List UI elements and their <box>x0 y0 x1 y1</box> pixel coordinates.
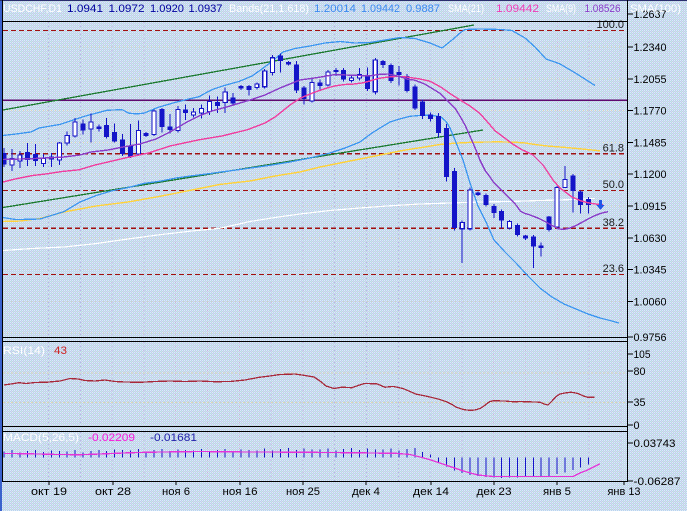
svg-text:MACD(5,26,5): MACD(5,26,5) <box>3 432 79 444</box>
svg-text:50.0: 50.0 <box>603 179 624 191</box>
svg-text:105: 105 <box>634 349 651 361</box>
svg-text:SMA(9): SMA(9) <box>546 3 576 15</box>
svg-text:янв 13: янв 13 <box>608 486 641 498</box>
svg-text:1.0915: 1.0915 <box>634 201 667 213</box>
svg-text:1.0972: 1.0972 <box>109 3 145 15</box>
svg-text:35: 35 <box>634 397 646 409</box>
svg-text:ноя 16: ноя 16 <box>223 486 258 498</box>
svg-text:0: 0 <box>634 420 640 432</box>
svg-text:-0.06287: -0.06287 <box>634 476 681 488</box>
svg-text:USDCHF,D1: USDCHF,D1 <box>3 3 62 15</box>
svg-text:дек 4: дек 4 <box>352 486 380 498</box>
svg-text:1.1200: 1.1200 <box>634 169 667 181</box>
svg-text:1.09442: 1.09442 <box>361 3 400 15</box>
svg-text:23.6: 23.6 <box>603 263 624 275</box>
svg-text:-0.02209: -0.02209 <box>88 432 135 444</box>
svg-text:1.2340: 1.2340 <box>634 42 667 54</box>
svg-text:61.8: 61.8 <box>603 142 624 154</box>
svg-text:янв 5: янв 5 <box>543 486 571 498</box>
svg-text:38.2: 38.2 <box>603 217 624 229</box>
svg-text:окт 19: окт 19 <box>31 486 67 498</box>
svg-text:1.0941: 1.0941 <box>67 3 103 15</box>
svg-text:0.9756: 0.9756 <box>634 332 667 344</box>
svg-text:43: 43 <box>54 345 67 357</box>
svg-text:1.09442: 1.09442 <box>496 3 539 15</box>
svg-text:Bands(21,1.618): Bands(21,1.618) <box>229 3 309 15</box>
svg-text:-0.01681: -0.01681 <box>150 432 197 444</box>
svg-text:1.1485: 1.1485 <box>634 137 667 149</box>
svg-text:окт 28: окт 28 <box>95 486 131 498</box>
svg-text:100.0: 100.0 <box>596 19 624 31</box>
svg-text:1.08526: 1.08526 <box>585 3 621 15</box>
svg-text:SMA(21): SMA(21) <box>448 3 484 15</box>
svg-text:1.2055: 1.2055 <box>634 74 667 86</box>
svg-text:0.9887: 0.9887 <box>406 3 440 15</box>
svg-text:1.0060: 1.0060 <box>634 296 667 308</box>
svg-text:ноя 25: ноя 25 <box>286 486 320 498</box>
svg-text:1.0630: 1.0630 <box>634 233 667 245</box>
svg-text:1.0920: 1.0920 <box>150 3 184 15</box>
svg-text:1.20014: 1.20014 <box>314 3 356 15</box>
svg-text:SMA(100): SMA(100) <box>630 3 681 15</box>
svg-text:ноя 6: ноя 6 <box>162 486 190 498</box>
svg-text:80: 80 <box>634 366 646 378</box>
svg-text:дек 14: дек 14 <box>413 486 449 498</box>
svg-text:1.2637: 1.2637 <box>634 9 667 21</box>
svg-text:0.03743: 0.03743 <box>634 438 676 450</box>
svg-text:1.0937: 1.0937 <box>189 3 223 15</box>
svg-text:дек 23: дек 23 <box>477 486 512 498</box>
svg-text:1.0345: 1.0345 <box>634 265 667 277</box>
svg-text:1.1770: 1.1770 <box>634 106 667 118</box>
svg-text:RSI(14): RSI(14) <box>3 345 45 357</box>
